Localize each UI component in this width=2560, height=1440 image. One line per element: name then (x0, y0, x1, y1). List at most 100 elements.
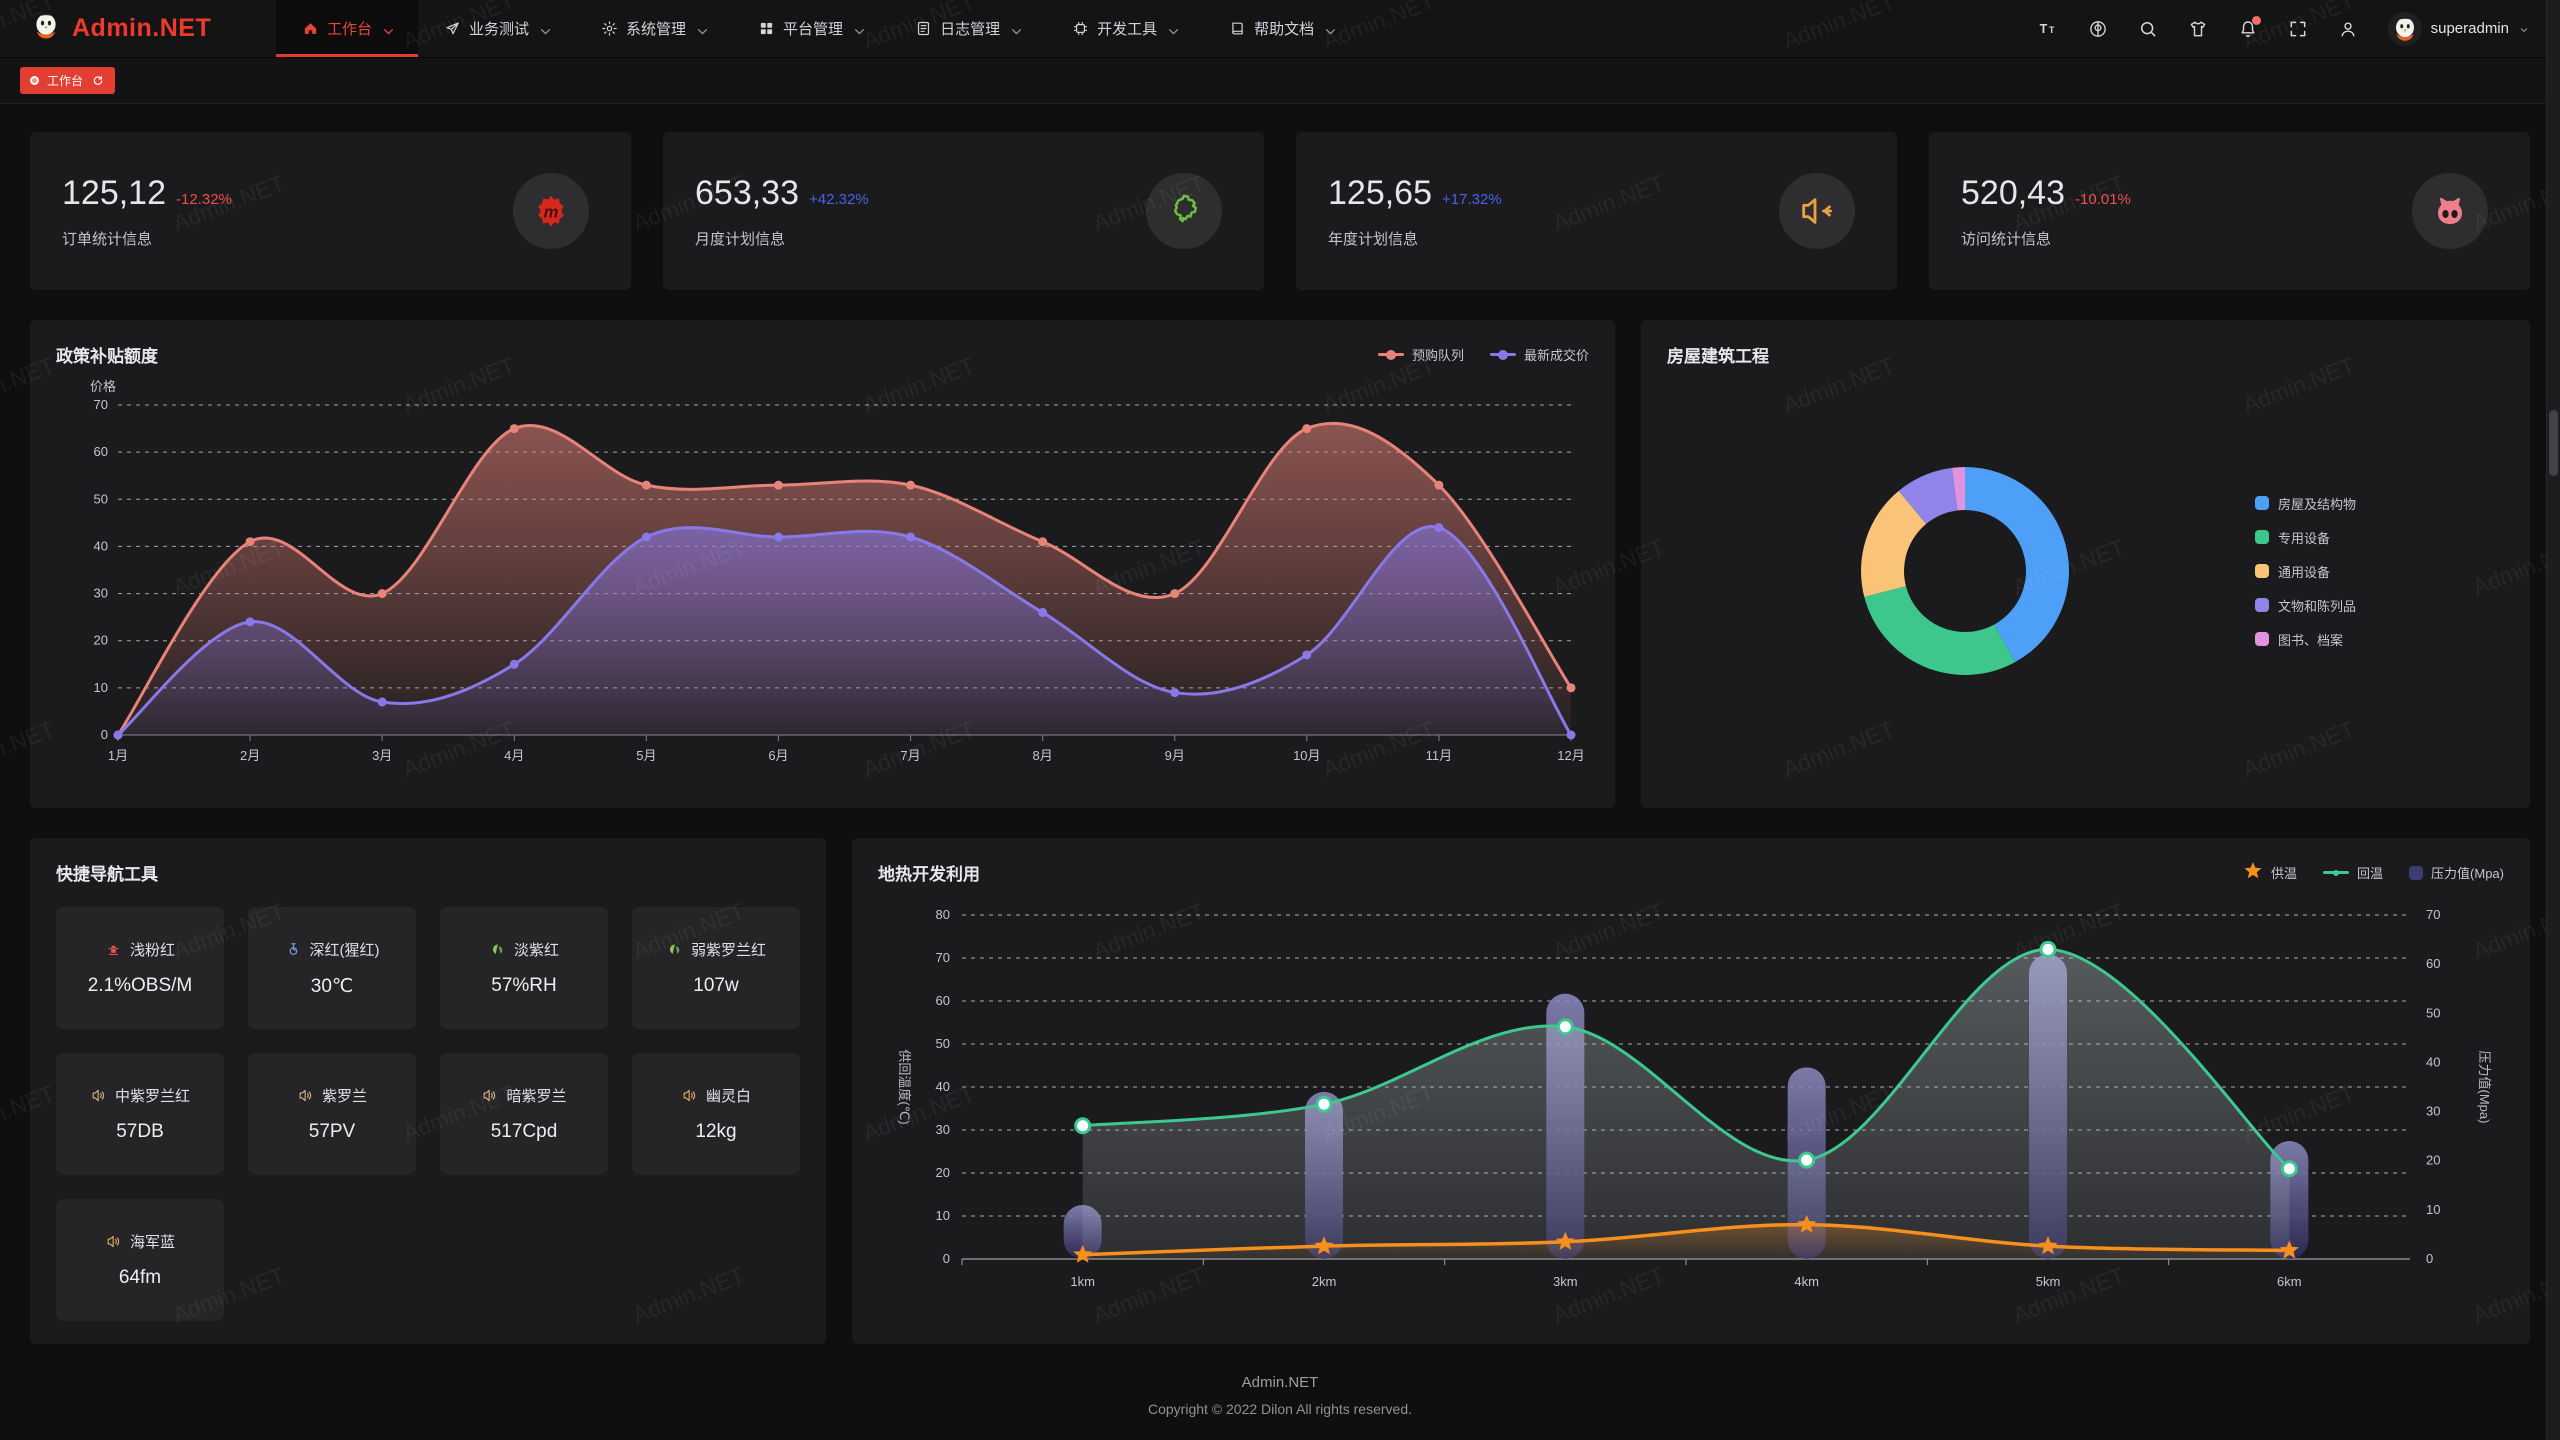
speaker-icon (92, 1089, 105, 1102)
speaker-icon (484, 1089, 496, 1102)
svg-text:30: 30 (2426, 1104, 2440, 1119)
legend-item-文物和陈列品[interactable]: 文物和陈列品 (2255, 596, 2356, 615)
username: superadmin (2430, 20, 2509, 37)
svg-text:3月: 3月 (372, 748, 392, 763)
donut-legend: 房屋及结构物专用设备通用设备文物和陈列品 图书、档案 (2255, 494, 2356, 649)
stat-value: 125,12 (62, 173, 166, 212)
legend-item-房屋及结构物[interactable]: 房屋及结构物 (2255, 494, 2356, 513)
legend-item-预购队列[interactable]: 预购队列 (1377, 345, 1464, 364)
page-scrollbar[interactable] (2546, 0, 2560, 1440)
fullscreen-icon (2290, 21, 2306, 36)
quick-nav-item-弱紫罗兰红[interactable]: 弱紫罗兰红 107w (632, 907, 800, 1029)
svg-text:10: 10 (936, 1208, 950, 1223)
legend-item-供温[interactable]: 供温 (2243, 860, 2297, 885)
chip-icon (1074, 21, 1088, 36)
svg-text:20: 20 (936, 1165, 950, 1180)
svg-text:2月: 2月 (240, 748, 260, 763)
legend-item-回温[interactable]: 回温 (2323, 863, 2383, 882)
stat-card-订单统计信息[interactable]: 125,12 -12.32% 订单统计信息 m (30, 132, 631, 290)
language-icon[interactable] (2088, 19, 2108, 39)
svg-text:40: 40 (94, 538, 108, 553)
menu-label: 系统管理 (626, 21, 687, 38)
quick-nav-item-中紫罗兰红[interactable]: 中紫罗兰红 57DB (56, 1053, 224, 1175)
quick-nav-item-紫罗兰[interactable]: 紫罗兰 57PV (248, 1053, 416, 1175)
stat-card-月度计划信息[interactable]: 653,33 +42.32% 月度计划信息 (663, 132, 1264, 290)
theme-icon[interactable] (2188, 19, 2208, 39)
chevron-down-icon (1326, 28, 1336, 34)
gear-icon (602, 21, 617, 36)
user-menu[interactable]: superadmin (2387, 11, 2530, 46)
quick-nav-item-暗紫罗兰[interactable]: 暗紫罗兰 517Cpd (440, 1053, 608, 1175)
search-icon[interactable] (2138, 19, 2158, 39)
thermometer-icon (289, 942, 297, 955)
stat-label: 月度计划信息 (695, 230, 786, 248)
svg-text:T: T (2039, 22, 2047, 36)
quick-nav-item-海军蓝[interactable]: 海军蓝 64fm (56, 1199, 224, 1321)
book-icon (1232, 22, 1243, 35)
meetup-icon: m (538, 195, 564, 227)
quick-nav-item-深红(猩红)[interactable]: 深红(猩红) 30℃ (248, 907, 416, 1029)
legend-label: 房屋及结构物 (2278, 496, 2357, 512)
tag-workbench[interactable]: 工作台 (20, 67, 116, 94)
legend-item-通用设备[interactable]: 通用设备 (2255, 562, 2356, 581)
legend-swatch-icon (2255, 598, 2269, 612)
svg-text:6km: 6km (2277, 1274, 2302, 1289)
svg-text:50: 50 (2426, 1005, 2440, 1020)
geothermal-chart[interactable]: 0 10 20 30 40 50 60 70 80 70 60 50 40 30 20 10 0 供回温度(℃) 压… (878, 885, 2504, 1303)
stat-value: 125,65 (1328, 173, 1432, 212)
menu-item-系统管理[interactable]: 系统管理 (575, 0, 732, 57)
chevron-down-icon (2518, 23, 2530, 35)
quick-nav-item-淡紫红[interactable]: 淡紫红 57%RH (440, 907, 608, 1029)
quick-nav-name: 暗紫罗兰 (506, 1088, 567, 1105)
svg-text:10: 10 (94, 680, 108, 695)
notification-icon[interactable] (2238, 15, 2261, 39)
policy-subsidy-chart[interactable]: 0 10 20 30 40 50 60 70 价格 1月 2月 3月 4月 5月 6月 7月 8月 9月 10月 11… (56, 367, 1589, 775)
svg-text:10: 10 (2426, 1202, 2440, 1217)
stat-label: 访问统计信息 (1961, 230, 2052, 248)
penguin-icon (2395, 16, 2414, 41)
panel-title: 房屋建筑工程 (1667, 347, 1769, 366)
legend-item-压力值(Mpa)[interactable]: 压力值(Mpa) (2409, 863, 2504, 882)
stat-card-年度计划信息[interactable]: 125,65 +17.32% 年度计划信息 (1296, 132, 1897, 290)
svg-text:0: 0 (943, 1251, 950, 1266)
panel-title: 政策补贴额度 (56, 347, 158, 366)
svg-text:12月: 12月 (1557, 748, 1584, 763)
quick-nav-name: 淡紫红 (513, 942, 559, 959)
menu-item-工作台[interactable]: 工作台 (276, 0, 419, 57)
legend-item-专用设备[interactable]: 专用设备 (2255, 528, 2356, 547)
send-icon (446, 22, 459, 35)
stat-text: 125,12 -12.32% 订单统计信息 (62, 174, 232, 249)
building-project-donut-chart[interactable] (1825, 431, 2105, 711)
legend-item-图书、档案[interactable]: 图书、档案 (2255, 630, 2356, 649)
stat-label: 订单统计信息 (62, 230, 153, 248)
footer-copyright: Copyright © 2022 Dilon All rights reserv… (1148, 1401, 1412, 1417)
legend-line-dot-icon (1377, 349, 1404, 360)
legend-item-最新成交价[interactable]: 最新成交价 (1489, 345, 1589, 364)
profile-icon[interactable] (2338, 19, 2358, 39)
notification-badge (2251, 15, 2261, 25)
menu-item-帮助文档[interactable]: 帮助文档 (1203, 0, 1360, 57)
stat-text: 125,65 +17.32% 年度计划信息 (1328, 174, 1502, 249)
stat-delta: +42.32% (809, 190, 869, 208)
svg-text:0: 0 (101, 727, 108, 742)
stat-icon-circle: m (513, 173, 589, 249)
svg-text:价格: 价格 (90, 379, 116, 394)
chart-legend: 预购队列 最新成交价 (1377, 345, 1589, 364)
quick-nav-name: 海军蓝 (129, 1234, 175, 1251)
menu-item-平台管理[interactable]: 平台管理 (732, 0, 889, 57)
quick-nav-item-幽灵白[interactable]: 幽灵白 12kg (632, 1053, 800, 1175)
menu-item-业务测试[interactable]: 业务测试 (418, 0, 575, 57)
quick-nav-item-浅粉红[interactable]: 浅粉红 2.1%OBS/M (56, 907, 224, 1029)
panel-geothermal: 地热开发利用 供温 回温 压力值(Mpa) 0 10 20 30 40 50 60 70 80 70 6… (852, 838, 2530, 1344)
menu-item-开发工具[interactable]: 开发工具 (1046, 0, 1203, 57)
stat-delta: +17.32% (1442, 190, 1502, 208)
stat-card-访问统计信息[interactable]: 520,43 -10.01% 访问统计信息 (1929, 132, 2530, 290)
panel-building-project: 房屋建筑工程 房屋及结构物专用设备通用设备文物和陈列品 图书、档案 (1641, 320, 2530, 808)
scrollbar-thumb[interactable] (2549, 410, 2558, 476)
fullscreen-icon[interactable] (2288, 19, 2308, 39)
app-logo[interactable]: Admin.NET (0, 0, 276, 57)
menu-item-日志管理[interactable]: 日志管理 (889, 0, 1046, 57)
refresh-icon[interactable] (91, 74, 105, 88)
